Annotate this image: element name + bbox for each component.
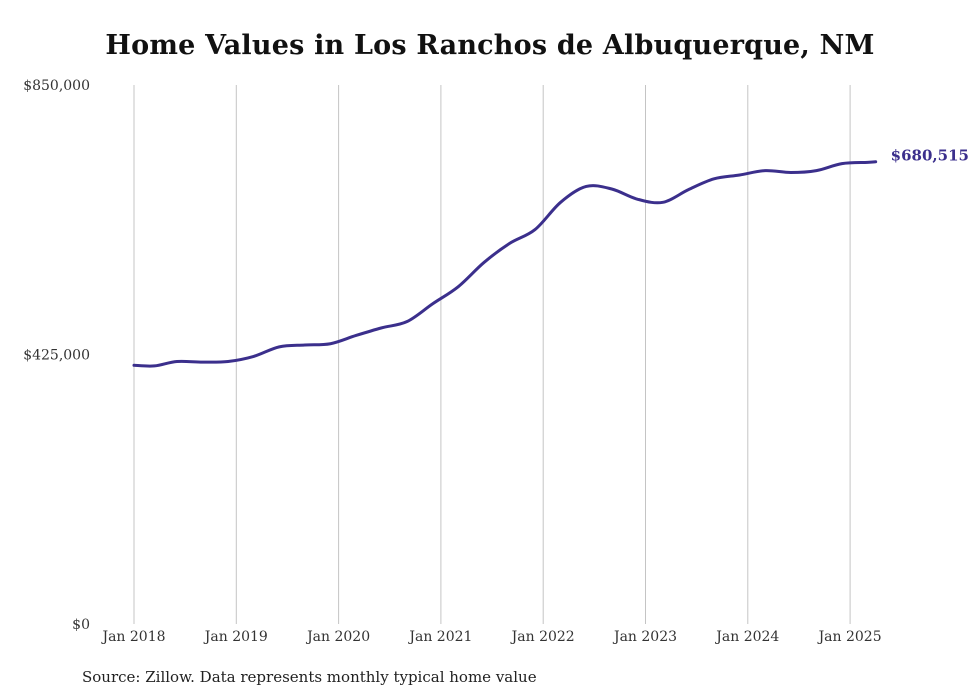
y-tick-label: $850,000 (23, 78, 90, 94)
y-tick-label: $0 (72, 617, 90, 633)
chart-title: Home Values in Los Ranchos de Albuquerqu… (105, 30, 875, 61)
x-tick-label: Jan 2022 (510, 629, 575, 645)
data-labels: $680,515 (891, 147, 969, 165)
x-tick-label: Jan 2023 (612, 629, 677, 645)
gridlines (133, 85, 851, 624)
x-tick-label: Jan 2025 (817, 629, 882, 645)
x-tick-label: Jan 2020 (305, 629, 370, 645)
x-tick-label: Jan 2018 (100, 629, 165, 645)
x-tick-label: Jan 2021 (407, 629, 472, 645)
x-tick-label: Jan 2019 (203, 629, 268, 645)
source-note: Source: Zillow. Data represents monthly … (82, 668, 537, 686)
y-tick-label: $425,000 (23, 348, 90, 364)
series-line (132, 160, 878, 368)
x-tick-label: Jan 2024 (714, 629, 779, 645)
end-value-label: $680,515 (891, 147, 969, 165)
axis-labels: Jan 2018 Jan 2019 Jan 2020 Jan 2021 Jan 2022… (23, 78, 881, 645)
series-layer (132, 160, 878, 368)
